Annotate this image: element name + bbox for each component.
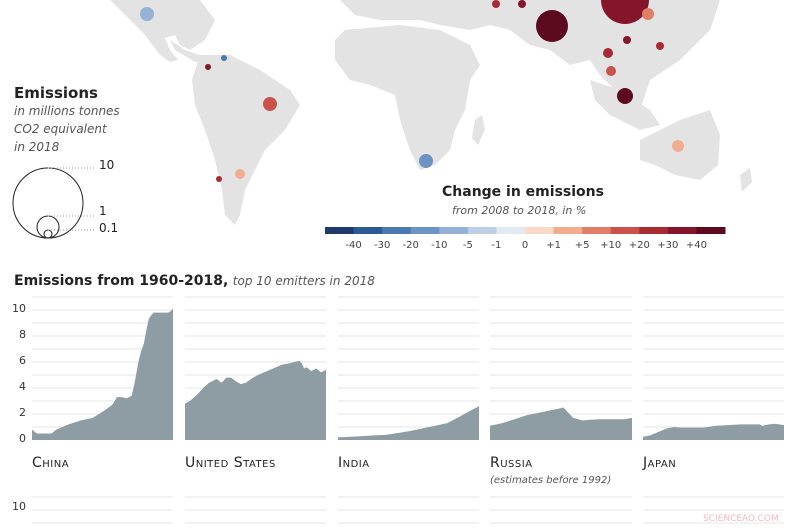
color-legend-subtitle: from 2008 to 2018, in % <box>452 204 587 217</box>
country-label: India <box>338 455 370 471</box>
bubble-south-africa <box>419 154 433 168</box>
madagascar-landmass <box>472 115 485 145</box>
color-swatch <box>467 227 497 234</box>
bubble-venezuela <box>221 55 227 61</box>
central-america-landmass <box>170 40 205 62</box>
bubble-indonesia <box>617 88 633 104</box>
bubble-india <box>536 10 568 42</box>
south-america-landmass <box>192 55 300 225</box>
new-zealand-landmass <box>740 168 752 192</box>
color-swatch <box>410 227 440 234</box>
size-legend-subtitle-3: in 2018 <box>14 140 60 154</box>
color-swatch <box>325 227 355 234</box>
bubble-thailand <box>603 48 613 58</box>
bubble-brazil <box>263 97 277 111</box>
area-russia <box>490 407 632 440</box>
bubble-vietnam <box>623 36 631 44</box>
bubble-pakistan <box>518 0 526 8</box>
size-legend-subtitle-1: in millions tonnes <box>14 104 120 118</box>
area-united-states <box>185 360 326 440</box>
north-america-landmass <box>110 0 215 62</box>
y-tick-label: 6 <box>19 354 26 367</box>
area-india <box>338 406 479 440</box>
y-tick-label: 0 <box>19 432 26 445</box>
bubble-japan <box>642 8 654 20</box>
size-label-0.1: 0.1 <box>99 221 119 235</box>
color-swatch <box>496 227 526 234</box>
europe-asia-landmass <box>340 0 720 110</box>
color-swatch <box>639 227 669 234</box>
color-tick-label: +10 <box>600 240 622 251</box>
size-circle-0.1 <box>43 229 53 239</box>
y-tick-label: 10 <box>12 302 26 315</box>
size-legend-title: Emissions <box>14 84 98 102</box>
country-label: China <box>32 455 70 471</box>
bubble-mexico <box>140 7 154 21</box>
color-tick-label: +20 <box>628 240 650 251</box>
size-label-10: 10 <box>99 158 115 172</box>
y-tick-label-row2: 10 <box>12 500 26 513</box>
bubble-argentina <box>235 169 245 179</box>
size-circle-10 <box>12 167 84 239</box>
color-swatch <box>582 227 612 234</box>
color-swatch <box>382 227 412 234</box>
size-legend-subtitle-2: CO2 equivalent <box>14 122 107 136</box>
chart-title-line: Emissions from 1960-2018, top 10 emitter… <box>14 273 375 289</box>
area-china <box>32 308 173 440</box>
color-tick-label: -1 <box>491 240 502 251</box>
bubble-philippines <box>656 42 664 50</box>
bubble-colombia <box>205 64 211 70</box>
color-tick-label: +5 <box>574 240 590 251</box>
color-legend-title: Change in emissions <box>442 184 604 200</box>
color-tick-label: -40 <box>345 240 362 251</box>
bubble-australia <box>672 140 684 152</box>
size-label-1: 1 <box>99 204 107 218</box>
small-multiples <box>32 296 784 524</box>
bubble-iran <box>492 0 500 8</box>
color-tick-label: 0 <box>521 240 529 251</box>
color-legend-bar <box>325 227 726 234</box>
color-tick-label: -30 <box>373 240 391 251</box>
bubble-malaysia <box>606 66 616 76</box>
color-swatch <box>696 227 726 234</box>
southeast-asia-landmass <box>590 80 660 130</box>
bubble-chile <box>216 176 222 182</box>
size-circle-1 <box>36 215 60 239</box>
color-swatch <box>610 227 640 234</box>
country-label: United States <box>185 455 276 471</box>
color-tick-label: +1 <box>546 240 561 251</box>
y-tick-label: 4 <box>19 380 26 393</box>
chart-subtitle: top 10 emitters in 2018 <box>232 274 375 288</box>
color-swatch <box>525 227 555 234</box>
color-swatch <box>353 227 383 234</box>
bubble-china <box>601 0 649 24</box>
area-japan <box>643 423 784 440</box>
chart-title: Emissions from 1960-2018, <box>14 273 229 289</box>
color-tick-label: -5 <box>462 240 473 251</box>
size-legend-circles <box>12 167 96 239</box>
color-tick-label: +40 <box>685 240 707 251</box>
africa-landmass <box>335 25 480 170</box>
country-label: Japan <box>643 455 677 471</box>
color-swatch <box>553 227 583 234</box>
color-swatch <box>439 227 469 234</box>
world-map <box>110 0 752 225</box>
y-tick-label: 2 <box>19 406 26 419</box>
color-tick-label: +30 <box>657 240 679 251</box>
color-tick-label: -20 <box>402 240 419 251</box>
color-tick-label: -10 <box>431 240 448 251</box>
watermark: SCIENCEAO.COM <box>703 514 779 524</box>
country-note: (estimates before 1992) <box>490 475 612 486</box>
country-label: Russia <box>490 455 533 471</box>
color-swatch <box>667 227 697 234</box>
y-tick-label: 8 <box>19 328 26 341</box>
